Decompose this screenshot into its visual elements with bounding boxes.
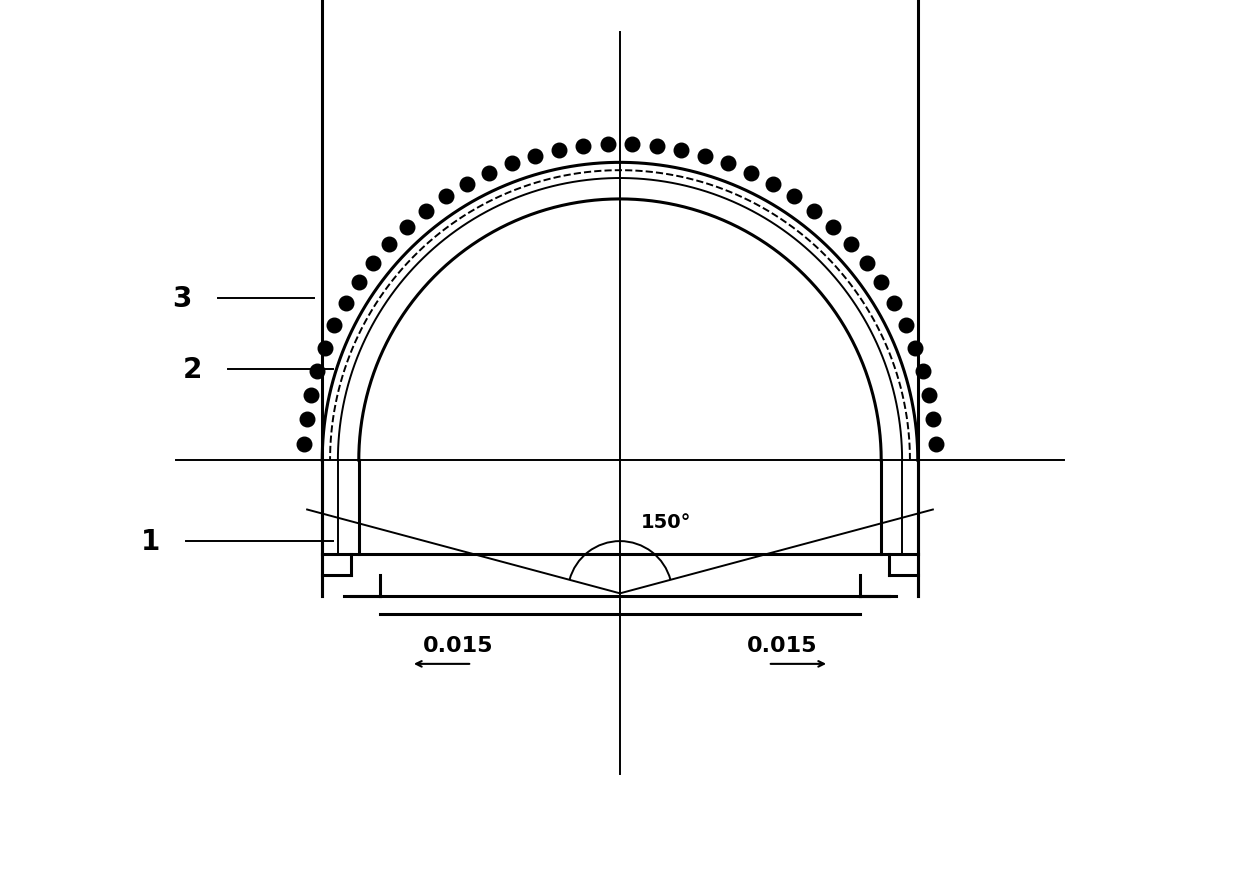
Text: 0.015: 0.015 xyxy=(746,635,817,655)
Point xyxy=(479,167,498,181)
Point xyxy=(415,204,435,218)
Point xyxy=(895,319,915,333)
Point xyxy=(315,342,335,355)
Point xyxy=(926,437,946,451)
Point xyxy=(348,276,368,290)
Text: 0.015: 0.015 xyxy=(423,635,494,655)
Point xyxy=(872,276,892,290)
Point xyxy=(841,238,861,252)
Point xyxy=(435,190,455,204)
Point xyxy=(397,221,417,235)
Point xyxy=(671,144,691,158)
Point xyxy=(336,297,356,311)
Point xyxy=(598,138,618,152)
Point xyxy=(363,256,383,270)
Point xyxy=(456,177,476,191)
Point xyxy=(785,190,805,204)
Point xyxy=(919,388,939,402)
Point xyxy=(905,342,925,355)
Point xyxy=(525,149,544,163)
Point xyxy=(884,297,904,311)
Point xyxy=(805,204,825,218)
Point xyxy=(301,388,321,402)
Point xyxy=(647,140,667,154)
Point xyxy=(914,365,934,379)
Point xyxy=(306,365,326,379)
Text: 3: 3 xyxy=(172,285,192,313)
Point xyxy=(764,177,784,191)
Point xyxy=(549,144,569,158)
Point xyxy=(296,413,316,427)
Text: 150°: 150° xyxy=(641,512,692,531)
Point xyxy=(622,138,642,152)
Point xyxy=(823,221,843,235)
Point xyxy=(294,437,314,451)
Text: 2: 2 xyxy=(182,355,202,383)
Point xyxy=(325,319,345,333)
Point xyxy=(379,238,399,252)
Point xyxy=(502,157,522,171)
Point xyxy=(742,167,761,181)
Text: 1: 1 xyxy=(141,527,160,555)
Point xyxy=(696,149,715,163)
Point xyxy=(924,413,944,427)
Point xyxy=(573,140,593,154)
Point xyxy=(857,256,877,270)
Point xyxy=(718,157,738,171)
